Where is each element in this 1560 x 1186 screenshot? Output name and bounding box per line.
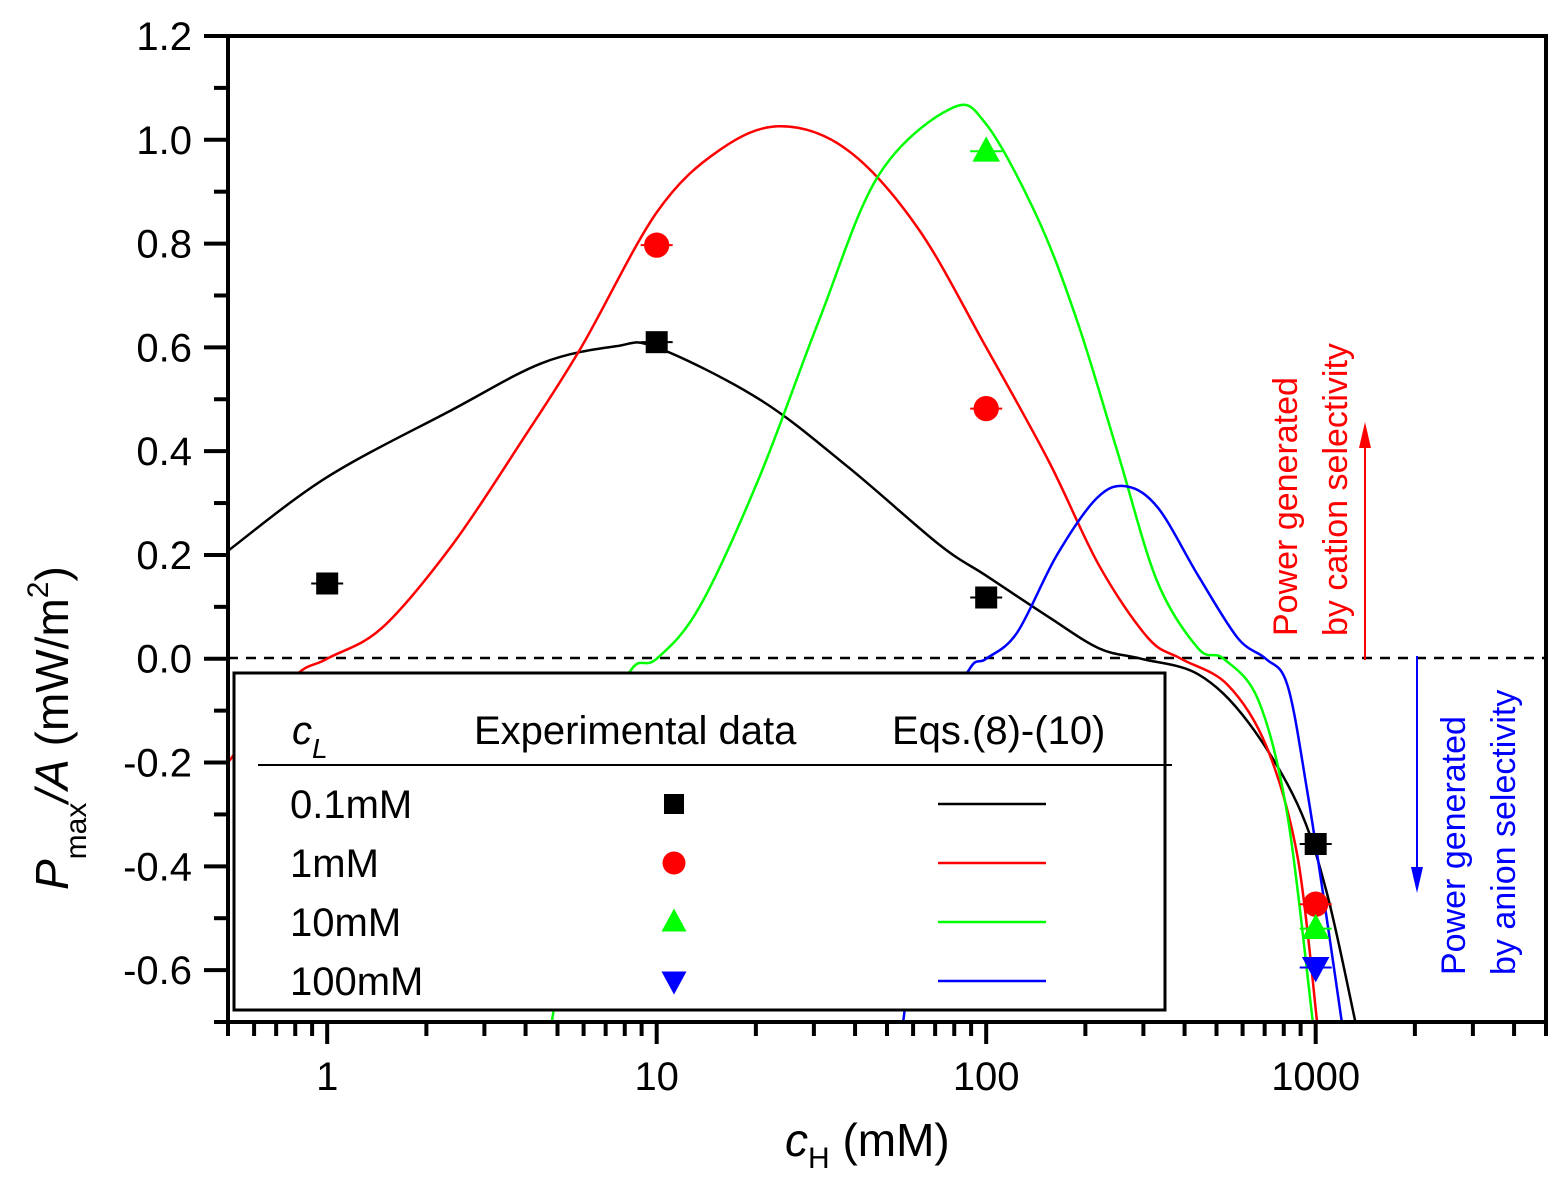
x-tick-label: 1000 <box>1271 1055 1360 1099</box>
data-point-0.1mM <box>645 331 668 354</box>
anion-annotation: Power generated by anion selectivity <box>1411 656 1523 975</box>
y-tick-label: 0.4 <box>136 430 192 474</box>
data-point-100mM <box>1301 957 1330 983</box>
y-axis-title: Pmax/A (mW/m2) <box>22 566 93 890</box>
legend-header-equations: Eqs.(8)-(10) <box>892 709 1105 753</box>
data-point-0.1mM <box>975 586 998 609</box>
legend-box <box>232 671 1167 1012</box>
data-markers <box>311 136 1332 983</box>
legend-label: 1mM <box>290 842 379 886</box>
legend-marker-1mM <box>662 851 686 875</box>
ticks: -0.6 -0.4 -0.2 0.0 0.2 0.4 0.6 0.8 1.0 1.2 1 10 100 1… <box>123 15 1548 1099</box>
y-tick-label: 0.2 <box>136 534 192 578</box>
data-point-10mM <box>1301 913 1330 940</box>
curve-1mM <box>228 125 1319 1022</box>
y-tick-label: 0.8 <box>136 223 192 267</box>
anion-arrow-head <box>1411 867 1423 893</box>
x-tick-label: 100 <box>953 1055 1020 1099</box>
legend-label: 10mM <box>290 901 401 945</box>
y-tick-label: -0.6 <box>123 949 192 993</box>
y-tick-label: -0.2 <box>123 742 192 786</box>
x-axis-title: cH (mM) <box>785 1114 950 1175</box>
y-tick-label: 0.0 <box>136 638 192 682</box>
legend-label: 100mM <box>290 960 423 1004</box>
legend-marker-0.1mM <box>664 794 684 814</box>
data-point-1mM <box>644 232 670 258</box>
y-tick-label: 1.2 <box>136 15 192 59</box>
data-point-1mM <box>1303 891 1329 917</box>
data-point-0.1mM <box>316 572 339 595</box>
model-curves <box>228 103 1357 1022</box>
legend: cL Experimental data Eqs.(8)-(10) 0.1mM 1… <box>232 671 1172 1012</box>
x-tick-label: 10 <box>634 1055 679 1099</box>
cation-arrow-head <box>1359 422 1371 448</box>
legend-label: 0.1mM <box>290 783 412 827</box>
curve-100mM <box>901 484 1344 1022</box>
cation-annotation: Power generated by cation selectivity <box>1267 343 1371 660</box>
data-point-10mM <box>972 136 1000 162</box>
curve-10mM <box>550 103 1315 1022</box>
anion-annotation-text: Power generated by anion selectivity <box>1435 690 1523 975</box>
x-tick-label: 1 <box>316 1055 338 1099</box>
legend-marker-100mM <box>661 971 687 995</box>
legend-header-cl: cL <box>292 709 328 764</box>
y-tick-label: 0.6 <box>136 326 192 370</box>
y-tick-label: -0.4 <box>123 845 192 889</box>
data-point-1mM <box>973 395 999 422</box>
legend-header-experimental: Experimental data <box>474 709 797 753</box>
legend-marker-10mM <box>661 908 687 932</box>
cation-annotation-text: Power generated by cation selectivity <box>1267 343 1355 636</box>
y-tick-label: 1.0 <box>136 119 192 163</box>
data-point-0.1mM <box>1304 833 1327 856</box>
